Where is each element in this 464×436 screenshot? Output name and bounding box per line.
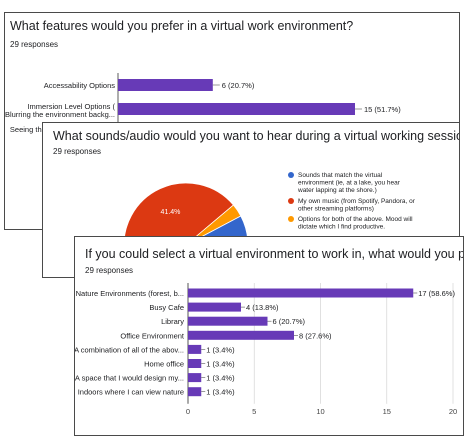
data-label: 1 (3.4%) bbox=[206, 345, 235, 354]
bar bbox=[188, 330, 294, 340]
chart-title: What features would you prefer in a virt… bbox=[10, 19, 354, 33]
category-label: Nature Environments (forest, b... bbox=[76, 289, 184, 298]
legend-entry: Sounds that match the virtual bbox=[298, 172, 383, 179]
x-tick-label: 0 bbox=[186, 407, 190, 416]
bar bbox=[188, 288, 414, 298]
data-label: 15 (51.7%) bbox=[364, 105, 401, 114]
legend-entry: My own music (from Spotify, Pandora, or bbox=[298, 198, 416, 205]
data-label: 6 (20.7%) bbox=[273, 317, 306, 326]
bar bbox=[188, 316, 268, 326]
data-label: 17 (58.6%) bbox=[418, 289, 455, 298]
legend-swatch bbox=[288, 198, 294, 204]
x-tick-label: 15 bbox=[383, 407, 391, 416]
legend-swatch bbox=[288, 172, 294, 178]
chart-title: What sounds/audio would you want to hear… bbox=[53, 129, 460, 143]
category-label: Blurring the environment backg... bbox=[5, 110, 115, 119]
category-label: Immersion Level Options ( bbox=[27, 102, 115, 111]
response-count: 29 responses bbox=[10, 40, 59, 49]
environment-bar-chart: 0 5 10 15 20 Nature Environments (forest, b..… bbox=[75, 283, 457, 416]
category-label: Office Environment bbox=[120, 331, 185, 340]
environment-chart-card: If you could select a virtual environmen… bbox=[74, 236, 464, 436]
category-label: A space that I would design my... bbox=[75, 374, 184, 383]
bar bbox=[188, 302, 241, 312]
bar bbox=[118, 79, 213, 91]
data-label: 1 (3.4%) bbox=[206, 388, 235, 397]
category-label: A combination of all of the abov... bbox=[75, 345, 184, 354]
category-label: Library bbox=[161, 317, 184, 326]
legend-swatch bbox=[288, 216, 294, 222]
legend-entry: Options for both of the above. Mood will bbox=[298, 216, 413, 223]
chart-title: If you could select a virtual environmen… bbox=[85, 247, 464, 261]
data-label: 4 (13.8%) bbox=[246, 303, 279, 312]
legend-entry: environment (ie, at a lake, you hear bbox=[298, 180, 401, 187]
category-label: Accessability Options bbox=[44, 81, 116, 90]
response-count: 29 responses bbox=[85, 266, 134, 275]
legend-entry: other streaming platforms) bbox=[298, 206, 374, 213]
category-label: Indoors where I can view nature bbox=[78, 388, 184, 397]
legend-entry: water lapping at the shore.) bbox=[297, 187, 377, 194]
category-label: Home office bbox=[144, 360, 184, 369]
bar bbox=[188, 373, 202, 383]
data-label: 1 (3.4%) bbox=[206, 360, 235, 369]
x-tick-label: 10 bbox=[316, 407, 324, 416]
bar bbox=[188, 387, 202, 397]
category-label: Busy Cafe bbox=[149, 303, 184, 312]
x-tick-label: 5 bbox=[252, 407, 256, 416]
bar bbox=[188, 359, 202, 368]
data-label: 8 (27.6%) bbox=[299, 331, 332, 340]
bar bbox=[188, 344, 202, 354]
data-label: 6 (20.7%) bbox=[222, 81, 255, 90]
x-tick-label: 20 bbox=[449, 407, 457, 416]
response-count: 29 responses bbox=[53, 147, 102, 156]
slice-label: 41.4% bbox=[161, 209, 181, 216]
legend-entry: dictate which I find productive. bbox=[298, 224, 385, 231]
data-label: 1 (3.4%) bbox=[206, 374, 235, 383]
bar bbox=[118, 103, 355, 115]
